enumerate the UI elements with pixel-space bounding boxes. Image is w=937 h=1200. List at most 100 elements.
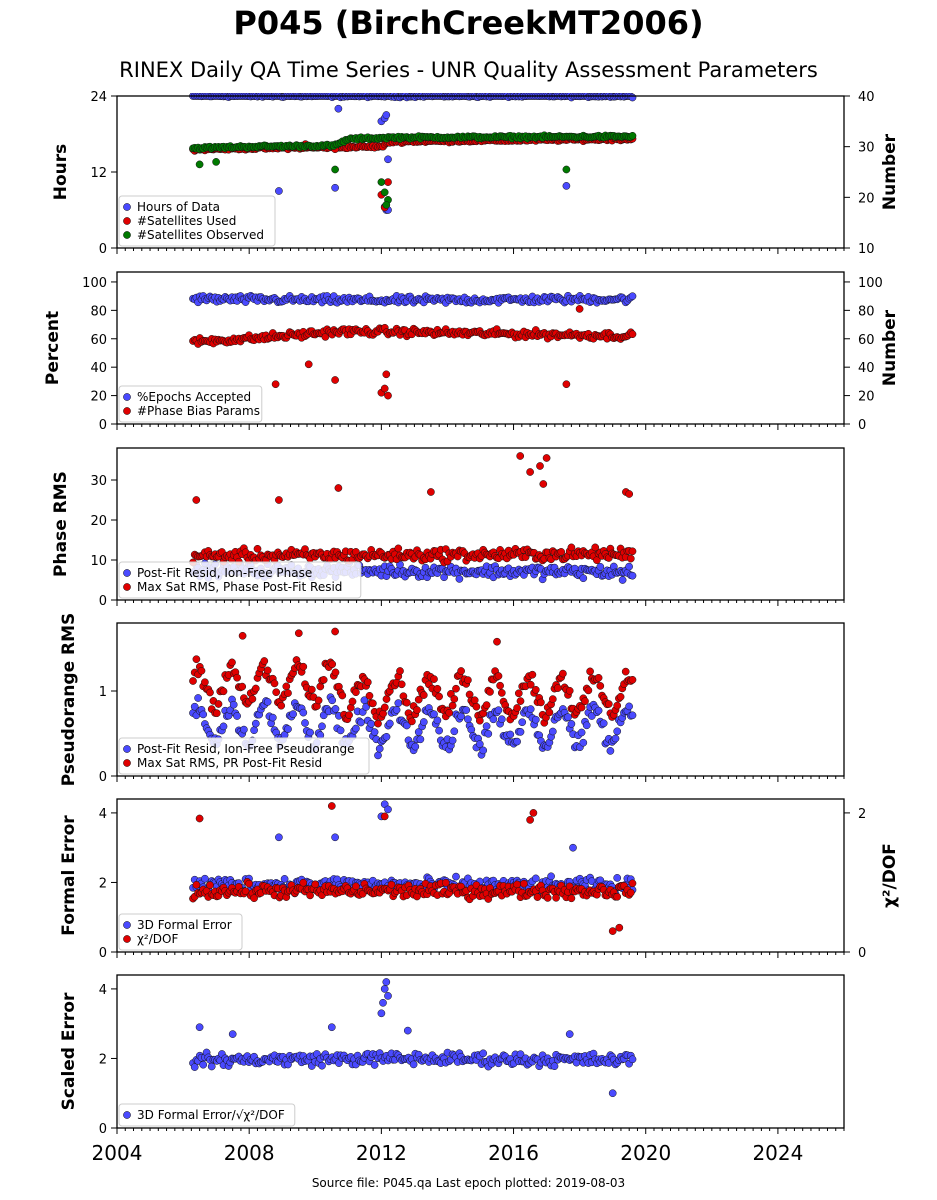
outlier-point [565, 1030, 574, 1038]
outlier-point [384, 992, 392, 1000]
data-point [306, 728, 314, 737]
outlier-point [294, 629, 303, 638]
data-point [307, 685, 316, 694]
y-axis-label-left: Phase RMS [51, 471, 71, 577]
data-point [472, 702, 481, 711]
data-point [581, 697, 589, 706]
y-left-tick-label: 1 [99, 685, 107, 700]
legend-label: Max Sat RMS, PR Post-Fit Resid [137, 756, 322, 770]
data-point [328, 660, 337, 669]
outlier-point [384, 155, 392, 164]
legend-marker [123, 759, 131, 767]
data-point [482, 701, 491, 709]
data-point [613, 727, 622, 736]
data-point [596, 562, 605, 571]
data-point [613, 892, 622, 901]
data-point [494, 706, 503, 715]
data-point [433, 716, 442, 725]
data-point [518, 718, 527, 727]
legend-label: Hours of Data [137, 200, 220, 214]
outlier-point [382, 111, 391, 119]
y-left-tick-label: 24 [90, 90, 107, 105]
data-point [328, 696, 337, 705]
data-point [250, 726, 258, 735]
data-point [594, 706, 603, 715]
legend-marker [123, 203, 131, 211]
series--satellites-observed [189, 131, 637, 209]
data-point [370, 728, 379, 736]
legend-label: 3D Formal Error [137, 918, 232, 932]
data-point [482, 722, 491, 731]
data-point [190, 702, 199, 711]
data-point [430, 675, 438, 683]
outlier-point [382, 201, 391, 209]
data-point [201, 678, 209, 687]
y-left-tick-label: 12 [90, 166, 107, 181]
data-point [253, 544, 262, 553]
data-point [579, 738, 588, 747]
data-point [531, 715, 540, 724]
data-point [586, 667, 594, 676]
data-point [394, 544, 403, 553]
outlier-point [562, 182, 571, 190]
legend: Post-Fit Resid, Ion-Free PseudorangeMax … [118, 737, 370, 775]
data-point [628, 675, 637, 684]
data-point [382, 732, 391, 741]
data-point [192, 881, 201, 889]
data-point [464, 676, 472, 684]
data-point [486, 688, 494, 696]
data-point [284, 725, 292, 733]
y-right-tick-label: 0 [858, 418, 866, 433]
outlier-point [377, 1009, 386, 1018]
legend: Hours of Data#Satellites Used#Satellites… [118, 195, 276, 247]
data-point [250, 894, 258, 903]
data-point [516, 697, 525, 705]
outlier-point [625, 490, 634, 498]
outlier-point [382, 978, 391, 986]
data-point [192, 655, 201, 664]
y-left-tick-label: 0 [99, 770, 107, 785]
data-point [363, 678, 372, 687]
y-right-tick-label: 20 [858, 390, 875, 405]
data-point [604, 700, 613, 708]
x-tick-label: 2008 [224, 1141, 275, 1165]
outlier-point [615, 923, 624, 932]
data-point [374, 719, 382, 728]
panel-6: 2004 2008 2012 2016 2020 2024 0 2 4 Scaled Error 3… [59, 974, 845, 1165]
chart-subtitle: RINEX Daily QA Time Series - UNR Quality… [119, 58, 818, 82]
y-left-tick-label: 2 [99, 876, 107, 891]
data-point [613, 874, 622, 882]
data-point [348, 697, 357, 706]
data-point [197, 666, 206, 675]
data-point [306, 891, 314, 900]
data-point [464, 715, 472, 724]
data-point [455, 575, 464, 583]
outlier-point [382, 370, 391, 379]
data-point [282, 682, 291, 691]
data-point [413, 706, 421, 714]
outlier-point [575, 305, 584, 313]
data-point [526, 705, 535, 713]
data-point [496, 681, 504, 690]
y-axis-label-left: Hours [51, 144, 71, 201]
y-right-tick-label: 40 [858, 361, 875, 376]
outlier-point [379, 998, 387, 1007]
data-point [606, 747, 615, 755]
data-point [591, 543, 600, 552]
data-point [387, 880, 396, 889]
data-point [628, 93, 637, 102]
data-point [251, 719, 260, 728]
data-point [367, 719, 376, 728]
outlier-point [542, 454, 551, 462]
data-point [321, 333, 330, 341]
data-point [550, 1062, 559, 1071]
y-left-tick-label: 60 [90, 333, 107, 348]
data-point [352, 724, 360, 733]
data-point [475, 716, 484, 725]
outlier-point [212, 158, 220, 166]
data-point [506, 730, 515, 739]
legend-label: #Phase Bias Params [137, 404, 260, 418]
data-point [314, 696, 323, 705]
outlier-point [380, 384, 389, 393]
data-point [318, 722, 326, 731]
